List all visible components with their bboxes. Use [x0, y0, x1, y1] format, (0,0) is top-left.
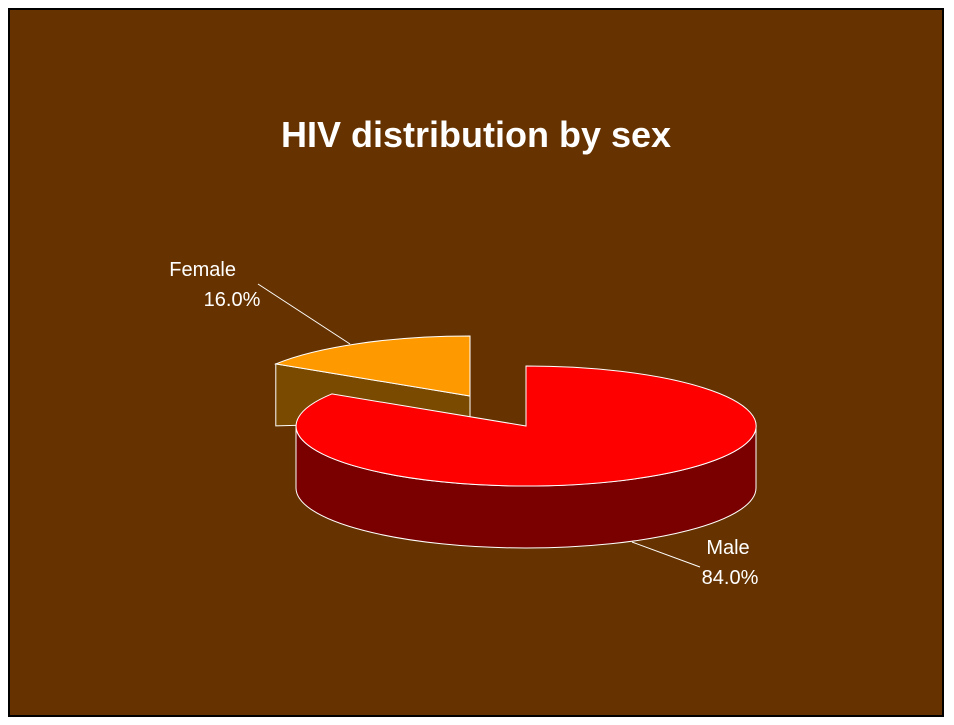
- slice-label-female: Female: [169, 259, 236, 281]
- slice-male-top: [295, 365, 757, 487]
- slice-male: [295, 365, 757, 549]
- slice-value-male: 84.0%: [702, 567, 759, 589]
- slice-label-male: Male: [706, 537, 749, 559]
- leader-line-male: [631, 541, 701, 568]
- chart-title: HIV distribution by sex: [280, 114, 672, 155]
- slide: HIV distribution by sex Female 16.0% Mal…: [8, 8, 944, 717]
- pie-chart: Female 16.0% Male 84.0%: [169, 259, 759, 589]
- slice-value-female: 16.0%: [204, 289, 261, 311]
- slice-female-top: [273, 335, 471, 397]
- leader-line-female: [257, 283, 351, 345]
